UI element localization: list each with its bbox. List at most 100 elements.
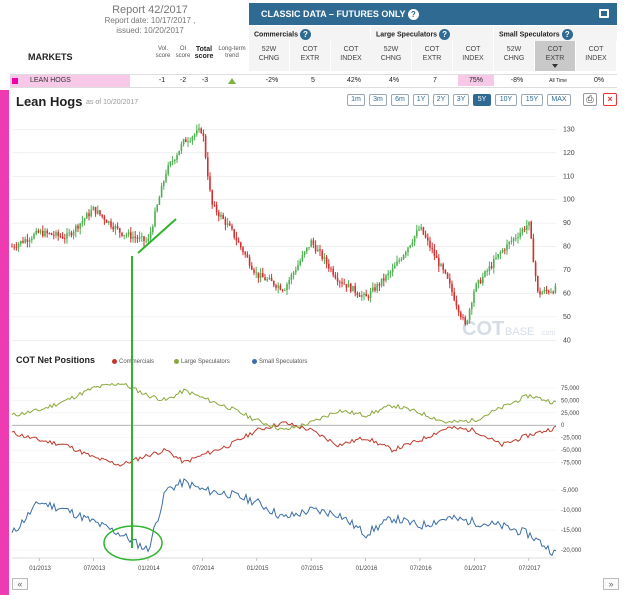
next-button[interactable]: »	[603, 578, 619, 590]
price-candle-body	[215, 204, 218, 213]
help-icon[interactable]: ?	[561, 29, 573, 40]
large-cot-extr-header[interactable]: COT EXTR	[412, 41, 452, 71]
price-candle-body	[226, 223, 229, 225]
price-candle-body	[136, 237, 139, 239]
group-small-speculators: Small Speculators ?	[494, 26, 617, 41]
price-candle-body	[418, 229, 420, 231]
range-6m-button[interactable]: 6m	[391, 94, 409, 106]
price-candle-body	[174, 159, 176, 162]
vol-score-value: -1	[158, 77, 166, 84]
price-candle-body	[328, 263, 330, 269]
price-candle-body	[229, 223, 231, 226]
price-candle-body	[130, 232, 132, 239]
xtick-label: 07/2017	[519, 566, 541, 572]
comm-52w-chng-value: -2%	[265, 77, 279, 84]
price-candle-body	[354, 285, 356, 293]
price-candle-body	[330, 268, 332, 270]
legend-commercials[interactable]: Commercials	[112, 359, 154, 365]
small-cot-extr-header[interactable]: COT EXTR	[535, 41, 575, 71]
price-candle-body	[202, 133, 205, 137]
price-candle-body	[323, 257, 326, 259]
vol-score-header[interactable]: Vol. score	[155, 46, 171, 59]
price-candle-body	[207, 157, 209, 177]
price-ytick-label: 110	[563, 173, 574, 180]
close-icon[interactable]: ×	[603, 93, 617, 106]
oi-score-header[interactable]: OI score	[175, 46, 191, 59]
price-candle-body	[253, 269, 255, 273]
range-5y-button[interactable]: 5Y	[473, 94, 491, 106]
legend-small-speculators[interactable]: Small Speculators	[252, 359, 307, 365]
price-candle-body	[380, 278, 383, 286]
price-candle-body	[141, 236, 143, 238]
range-3y-button[interactable]: 3Y	[453, 94, 469, 106]
price-candle-body	[508, 242, 510, 245]
table-row[interactable]: LEAN HOGS -1 -2 -3 -2% 5 42% 4% 7 75% -8…	[10, 74, 617, 88]
price-candle-body	[374, 287, 376, 291]
small-cot-index-header[interactable]: COT INDEX	[576, 41, 616, 71]
price-candle-body	[273, 281, 275, 286]
watermark: .com	[540, 330, 555, 337]
xtick-label: 07/2015	[301, 566, 323, 572]
price-candle-body	[224, 218, 227, 225]
legend-large-speculators[interactable]: Large Speculators	[174, 359, 230, 365]
price-candle-body	[20, 240, 22, 244]
price-candle-body	[105, 220, 108, 223]
price-candle-body	[204, 136, 207, 158]
large-52w-chng-header[interactable]: 52W CHNG	[371, 41, 411, 71]
range-10y-button[interactable]: 10Y	[495, 94, 517, 106]
range-1m-button[interactable]: 1m	[347, 94, 365, 106]
cot-lower-ytick-label: -10,000	[561, 508, 582, 514]
price-candle-body	[213, 204, 216, 206]
price-candle-body	[317, 249, 319, 252]
help-icon[interactable]: ?	[407, 9, 419, 21]
price-candle-body	[286, 284, 288, 291]
xtick-label: 01/2013	[29, 566, 51, 572]
price-candle-body	[178, 150, 180, 156]
price-candle-body	[334, 275, 337, 279]
price-candle-body	[167, 165, 169, 174]
total-score-header[interactable]: Total score	[194, 46, 214, 60]
price-candle-body	[532, 238, 535, 263]
help-icon[interactable]: ?	[439, 29, 451, 40]
price-candle-body	[350, 283, 352, 292]
range-15y-button[interactable]: 15Y	[521, 94, 543, 106]
price-candle-body	[521, 228, 524, 233]
price-candle-body	[365, 293, 367, 297]
small-52w-chng-header[interactable]: 52W CHNG	[494, 41, 534, 71]
price-candle-body	[44, 230, 46, 237]
comm-52w-chng-header[interactable]: 52W CHNG	[249, 41, 289, 71]
price-candle-body	[543, 289, 546, 293]
price-candle-body	[90, 210, 92, 217]
markets-label: MARKETS	[28, 52, 73, 62]
price-candle-body	[310, 240, 312, 248]
price-candle-body	[396, 261, 398, 266]
prev-button[interactable]: «	[12, 578, 28, 590]
price-candle-body	[64, 238, 66, 240]
price-candle-body	[534, 262, 537, 277]
print-chart-icon[interactable]: ⎙	[583, 93, 597, 106]
price-candle-body	[46, 230, 48, 234]
price-candle-body	[145, 240, 147, 242]
price-candle-body	[394, 265, 396, 269]
range-1y-button[interactable]: 1Y	[413, 94, 429, 106]
print-icon[interactable]	[599, 9, 609, 18]
price-candle-body	[79, 223, 81, 229]
market-name-cell[interactable]: LEAN HOGS	[10, 75, 130, 87]
price-candle-body	[407, 247, 409, 253]
range-max-button[interactable]: MAX	[547, 94, 571, 106]
price-candle-body	[103, 216, 106, 221]
range-3m-button[interactable]: 3m	[369, 94, 387, 106]
trend-header[interactable]: Long-term trend	[218, 46, 246, 59]
help-icon[interactable]: ?	[299, 29, 311, 40]
comm-cot-extr-header[interactable]: COT EXTR	[290, 41, 330, 71]
price-candle-body	[429, 240, 431, 248]
large-cot-index-header[interactable]: COT INDEX	[453, 41, 493, 71]
price-candle-body	[460, 312, 462, 318]
price-candle-body	[59, 235, 62, 237]
range-2y-button[interactable]: 2Y	[433, 94, 449, 106]
price-candle-body	[306, 247, 308, 252]
price-candle-body	[248, 257, 251, 266]
price-candle-body	[512, 238, 515, 242]
comm-cot-index-header[interactable]: COT INDEX	[331, 41, 371, 71]
